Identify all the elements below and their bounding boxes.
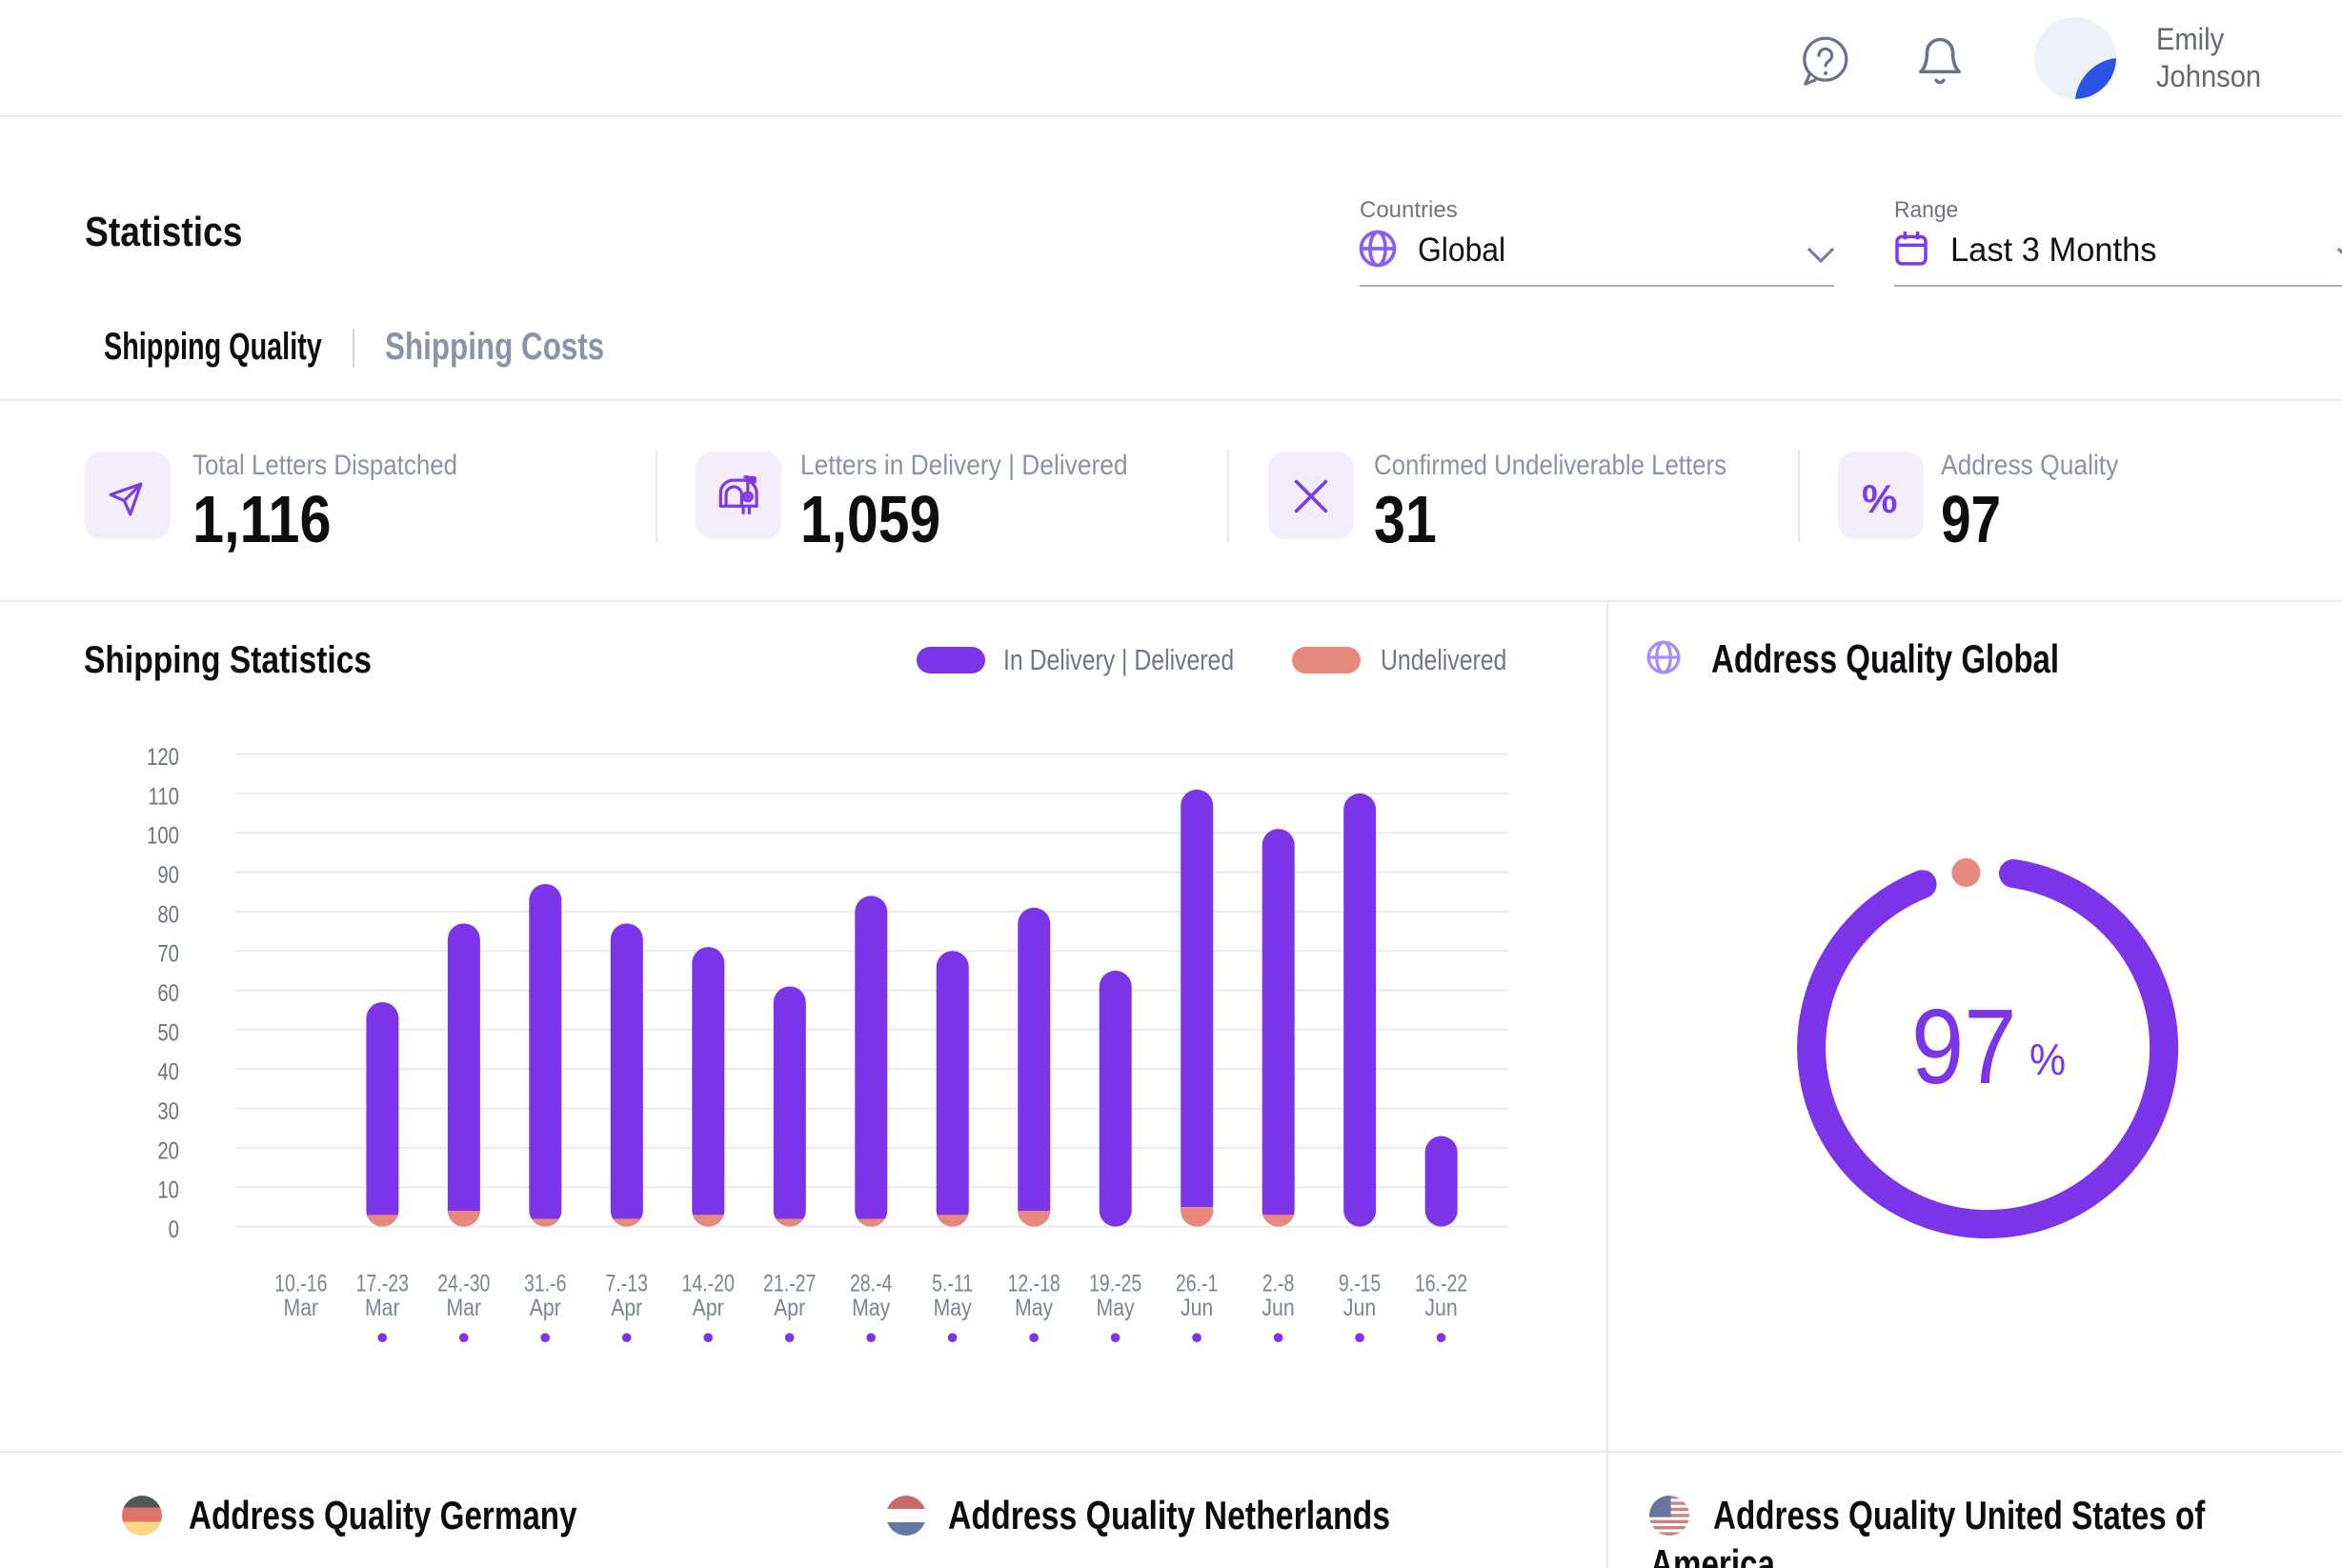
svg-text:Jun: Jun [1181, 1295, 1213, 1321]
svg-text:21.-27: 21.-27 [763, 1271, 816, 1297]
svg-text:Jun: Jun [1343, 1295, 1376, 1321]
svg-text:16.-22: 16.-22 [1415, 1271, 1467, 1297]
svg-text:May: May [1097, 1295, 1136, 1321]
svg-text:24.-30: 24.-30 [437, 1271, 490, 1297]
svg-text:14.-20: 14.-20 [682, 1271, 735, 1297]
svg-text:Mar: Mar [284, 1295, 319, 1321]
svg-text:90: 90 [157, 862, 179, 889]
svg-text:80: 80 [157, 901, 179, 928]
svg-text:7.-13: 7.-13 [606, 1271, 648, 1297]
svg-text:May: May [852, 1295, 891, 1321]
svg-text:Apr: Apr [693, 1295, 724, 1321]
svg-text:30: 30 [157, 1098, 179, 1125]
svg-text:9.-15: 9.-15 [1339, 1271, 1381, 1297]
svg-text:19.-25: 19.-25 [1089, 1271, 1141, 1297]
svg-text:Apr: Apr [530, 1295, 561, 1321]
svg-text:110: 110 [149, 783, 179, 810]
svg-text:70: 70 [157, 941, 179, 968]
svg-text:10.-16: 10.-16 [274, 1271, 327, 1297]
svg-text:5.-11: 5.-11 [932, 1271, 973, 1297]
svg-text:Mar: Mar [365, 1295, 400, 1321]
svg-text:28.-4: 28.-4 [850, 1271, 893, 1297]
svg-text:60: 60 [157, 980, 179, 1007]
svg-text:2.-8: 2.-8 [1262, 1271, 1295, 1297]
svg-text:20: 20 [157, 1137, 179, 1164]
svg-text:50: 50 [157, 1019, 179, 1046]
svg-text:Jun: Jun [1424, 1295, 1457, 1321]
svg-text:31.-6: 31.-6 [524, 1271, 566, 1297]
svg-text:May: May [934, 1295, 973, 1321]
svg-text:120: 120 [147, 744, 179, 771]
svg-text:Apr: Apr [774, 1295, 805, 1321]
svg-text:Mar: Mar [446, 1295, 481, 1321]
svg-text:26.-1: 26.-1 [1176, 1271, 1218, 1297]
svg-text:May: May [1015, 1295, 1054, 1321]
svg-text:10: 10 [157, 1177, 179, 1204]
svg-text:12.-18: 12.-18 [1007, 1271, 1060, 1297]
svg-text:40: 40 [157, 1059, 179, 1086]
svg-text:0: 0 [169, 1216, 179, 1243]
svg-text:17.-23: 17.-23 [356, 1271, 409, 1297]
svg-text:Apr: Apr [611, 1295, 642, 1321]
svg-text:Jun: Jun [1262, 1295, 1294, 1321]
svg-text:100: 100 [147, 823, 179, 850]
